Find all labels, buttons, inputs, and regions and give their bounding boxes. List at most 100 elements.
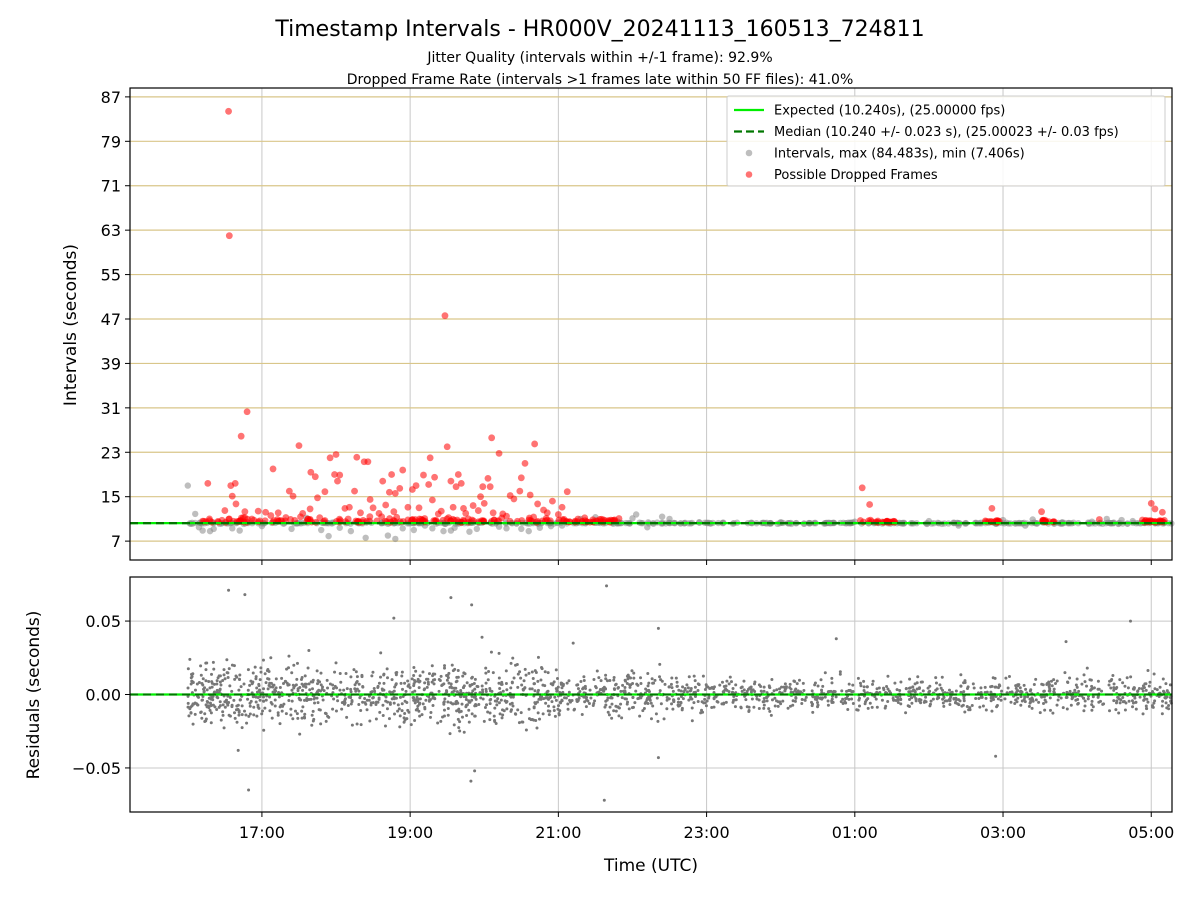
residual-point [604,677,608,681]
residual-point [811,710,815,714]
residual-point [1146,669,1150,673]
residual-point [243,709,247,713]
residual-point [1019,690,1023,694]
dropped-frame-point [396,484,404,492]
residual-point [681,685,685,689]
residual-point [331,687,335,691]
residual-point [228,684,232,688]
residual-point [567,690,571,694]
interval-point [347,527,355,535]
residual-point [296,716,300,720]
residual-point [1038,711,1042,715]
residual-point [592,677,596,681]
residual-point [303,698,307,702]
residual-point [563,696,567,700]
dropped-frame-point [1138,516,1146,524]
residual-point [1018,686,1022,690]
residual-point [448,732,452,736]
residual-point [269,681,273,685]
residual-point [413,701,417,705]
residual-point [209,711,213,715]
residual-point [371,695,375,699]
dropped-frame-point [437,507,445,515]
residual-point [189,711,193,715]
residual-point [532,706,536,710]
residual-point [1128,619,1132,623]
residual-point [227,588,231,592]
residual-point [762,696,766,700]
dropped-frame-point [254,507,262,515]
residual-point [634,689,638,693]
residual-point [519,711,523,715]
residual-point [777,687,781,691]
residual-point [571,641,575,645]
residual-point [706,685,710,689]
residual-point [678,703,682,707]
residual-point [215,682,219,686]
residual-point [728,675,732,679]
residual-point [994,685,998,689]
residual-point [779,702,783,706]
residual-point [734,683,738,687]
residual-point [536,711,540,715]
residual-point [392,701,396,705]
residual-point [984,708,988,712]
residual-point [193,688,197,692]
residual-point [1138,695,1142,699]
residual-point [941,701,945,705]
residual-point [228,696,232,700]
residual-point [740,689,744,693]
residual-point [293,684,297,688]
residual-point [555,689,559,693]
dropped-frame-point [526,491,534,499]
residual-point [334,661,338,665]
dropped-frame-point [262,508,270,516]
legend-label-3: Possible Dropped Frames [774,168,938,183]
residual-point [899,680,903,684]
residual-point [757,707,761,711]
residual-point [282,702,286,706]
residual-point [999,694,1003,698]
residual-point [278,685,282,689]
residual-point [310,723,314,727]
residual-point [844,701,848,705]
residual-point [674,676,678,680]
intervals-ytick-label-39: 39 [101,354,121,373]
residual-point [886,687,890,691]
residual-point [1051,711,1055,715]
residual-point [433,672,437,676]
residual-point [971,682,975,686]
residual-point [396,709,400,713]
dropped-frame-point [353,453,361,461]
residual-point [510,681,514,685]
residual-point [1115,685,1119,689]
residual-point [566,702,570,706]
residual-point [240,726,244,730]
residual-point [518,670,522,674]
residual-point [786,706,790,710]
residual-point [898,689,902,693]
residual-point [186,694,190,698]
dropped-frame-point [486,483,494,491]
residual-point [749,685,753,689]
residual-point [647,688,651,692]
residual-point [258,698,262,702]
residual-point [658,689,662,693]
residual-point [530,670,534,674]
legend-label-1: Median (10.240 +/- 0.023 s), (25.00023 +… [774,125,1119,140]
residual-point [606,710,610,714]
residual-point [675,684,679,688]
residual-point [470,712,474,716]
residual-point [614,709,618,713]
residual-point [935,697,939,701]
interval-point [666,515,673,523]
residual-point [369,701,373,705]
residual-point [1063,671,1067,675]
residual-point [413,680,417,684]
residual-point [484,671,488,675]
residual-point [623,678,627,682]
residual-point [995,703,999,707]
dropped-frame-point [289,492,297,500]
residual-point [662,717,666,721]
dropped-frame-point [274,509,282,517]
